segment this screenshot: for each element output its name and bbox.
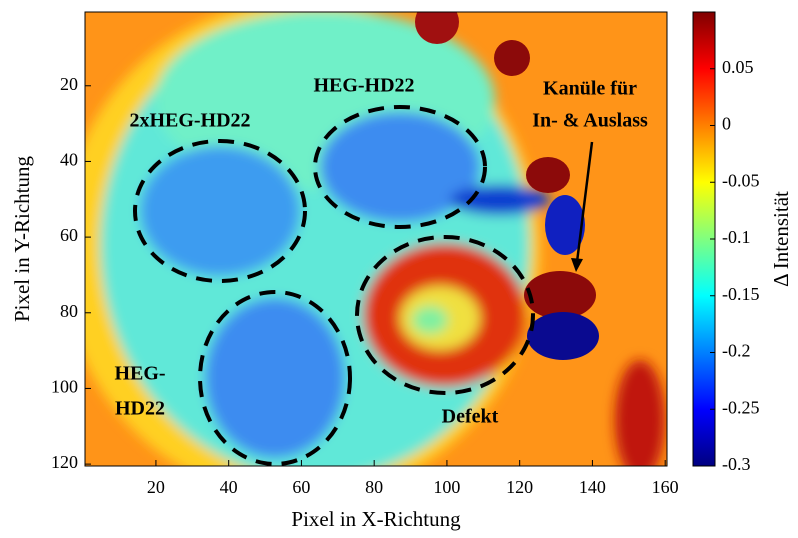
dashed-region (198, 290, 352, 466)
colorbar-tick-label: -0.05 (722, 170, 760, 190)
heatmap-image (85, 12, 667, 466)
arrow-head (571, 258, 583, 272)
plot-frame (84, 11, 668, 467)
colorbar-label: Δ Intensität (769, 191, 793, 287)
colorbar-tick-label: -0.1 (722, 227, 751, 247)
colorbar-tick-label: 0.05 (722, 57, 754, 77)
annotation: HEG- (114, 363, 165, 385)
annotation: In- & Auslass (532, 110, 648, 132)
dashed-region (355, 235, 535, 395)
y-tick-label: 100 (51, 377, 78, 397)
dashed-region (133, 139, 307, 283)
y-tick-label: 60 (60, 225, 78, 245)
colorbar-tick-label: -0.15 (722, 284, 760, 304)
y-tick-label: 120 (51, 452, 78, 472)
y-tick-label: 20 (60, 74, 78, 94)
y-tick-label: 80 (60, 301, 78, 321)
y-tick-label: 40 (60, 150, 78, 170)
y-axis-label: Pixel in Y-Richtung (10, 155, 34, 322)
annotation: Kanüle für (543, 78, 637, 100)
x-axis-label: Pixel in X-Richtung (291, 507, 461, 531)
colorbar-tick-label: 0 (722, 114, 731, 134)
annotation-arrow (575, 141, 594, 263)
colorbar-tick-label: -0.2 (722, 341, 751, 361)
x-tick-label: 160 (652, 477, 679, 497)
x-tick-label: 20 (147, 477, 165, 497)
x-tick-label: 80 (365, 477, 383, 497)
x-tick-label: 60 (292, 477, 310, 497)
x-tick-label: 140 (579, 477, 606, 497)
colorbar-tick-label: -0.3 (722, 454, 751, 474)
colorbar-tick-label: -0.25 (722, 397, 760, 417)
annotation: HEG-HD22 (313, 75, 414, 97)
annotation: Defekt (442, 406, 499, 428)
annotation: HD22 (115, 398, 165, 420)
x-tick-label: 120 (506, 477, 533, 497)
x-tick-label: 100 (433, 477, 460, 497)
x-tick-label: 40 (220, 477, 238, 497)
dashed-region (313, 105, 487, 229)
annotation: 2xHEG-HD22 (129, 110, 250, 132)
